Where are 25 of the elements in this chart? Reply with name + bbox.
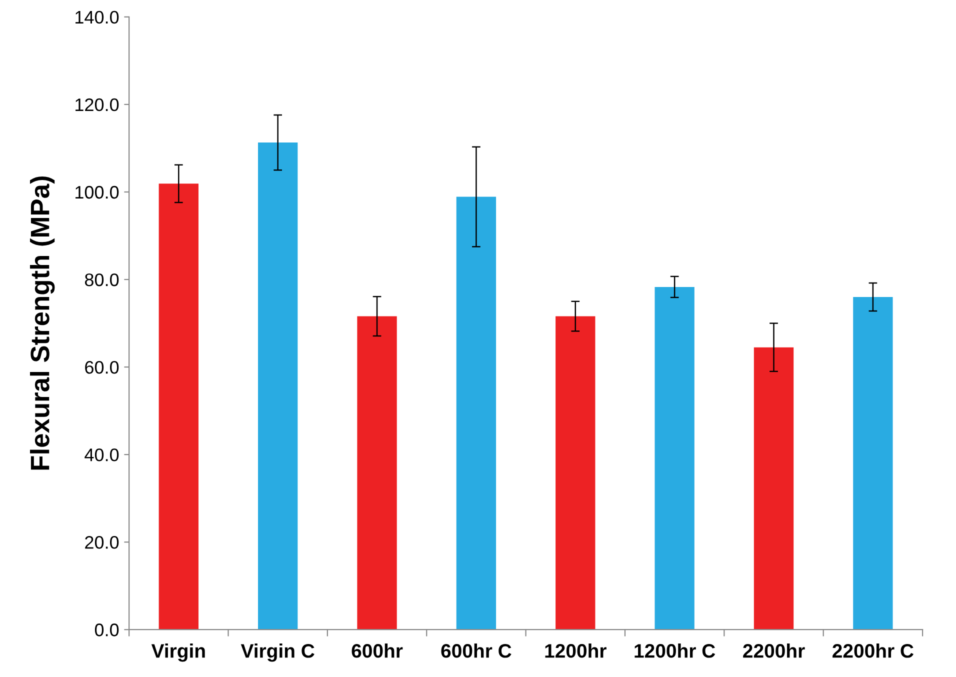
bar bbox=[456, 196, 496, 630]
y-tick-label: 100.0 bbox=[76, 186, 119, 199]
x-tick-label: 1200hr bbox=[545, 644, 606, 658]
y-tick-label: 60.0 bbox=[85, 360, 119, 374]
bar bbox=[158, 184, 198, 630]
y-tick-label: 120.0 bbox=[76, 98, 119, 112]
y-tick-label: 0.0 bbox=[94, 624, 119, 636]
y-tick-label: 80.0 bbox=[84, 273, 119, 286]
x-tick-label: Virgin C bbox=[240, 644, 314, 662]
x-tick-label: 2200hr bbox=[743, 644, 805, 658]
x-tick-label: Virgin bbox=[151, 644, 205, 662]
y-tick-label: 40.0 bbox=[84, 448, 119, 462]
bar bbox=[754, 347, 794, 630]
x-tick-label: 1200hr C bbox=[634, 644, 716, 658]
bar bbox=[556, 316, 596, 630]
x-tick-label: 2200hr C bbox=[832, 644, 914, 658]
y-tick-label: 140.0 bbox=[76, 10, 119, 24]
x-tick-label: 600hr bbox=[352, 644, 403, 658]
y-axis-title: Flexural Strength (MPa) bbox=[30, 176, 55, 470]
bar bbox=[853, 297, 893, 630]
x-tick-label: 600hr C bbox=[441, 644, 512, 658]
bar bbox=[654, 286, 694, 630]
bar bbox=[357, 316, 397, 630]
bar bbox=[258, 142, 298, 630]
y-tick-label: 20.0 bbox=[85, 536, 119, 549]
